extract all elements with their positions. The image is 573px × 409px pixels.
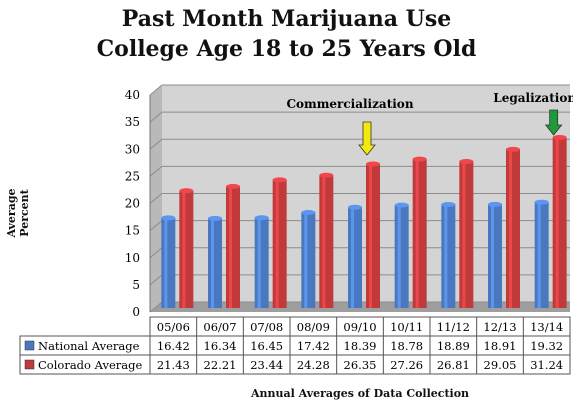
data-value-label: 26.35 bbox=[344, 358, 377, 372]
chart-title: Past Month Marijuana Use bbox=[121, 6, 452, 32]
national-bar bbox=[254, 215, 269, 308]
chart-subtitle: College Age 18 to 25 Years Old bbox=[96, 36, 477, 62]
colorado-bar bbox=[226, 184, 240, 308]
data-value-label: 18.91 bbox=[484, 339, 517, 353]
category-label: 09/10 bbox=[343, 320, 376, 334]
category-label: 10/11 bbox=[390, 320, 423, 334]
national-bar bbox=[208, 215, 222, 308]
data-value-label: 18.78 bbox=[390, 339, 423, 353]
gridline bbox=[149, 84, 570, 96]
legend-swatch bbox=[24, 359, 35, 370]
gridline bbox=[149, 111, 570, 123]
colorado-bar bbox=[179, 188, 194, 308]
category-label: 05/06 bbox=[157, 320, 190, 334]
category-label: 13/14 bbox=[530, 320, 563, 334]
category-label: 06/07 bbox=[203, 320, 236, 334]
data-value-label: 21.43 bbox=[157, 358, 190, 372]
colorado-bar bbox=[459, 159, 474, 308]
y-tick-label: 35 bbox=[125, 115, 140, 129]
y-tick-label: 5 bbox=[132, 278, 140, 292]
legend-entry: National Average bbox=[38, 339, 140, 353]
data-value-label: 18.39 bbox=[344, 339, 377, 353]
data-value-label: 19.32 bbox=[530, 339, 563, 353]
commercialization-label: Commercialization bbox=[286, 97, 413, 111]
legalization-label: Legalization bbox=[493, 91, 573, 105]
category-label: 12/13 bbox=[483, 320, 516, 334]
commercialization-arrow bbox=[358, 121, 376, 156]
colorado-bar bbox=[319, 172, 334, 308]
data-value-label: 31.24 bbox=[530, 358, 563, 372]
y-tick-label: 40 bbox=[125, 88, 140, 102]
national-bar bbox=[161, 215, 176, 308]
x-axis-label: Annual Averages of Data Collection bbox=[250, 387, 470, 400]
national-bar bbox=[441, 202, 456, 308]
data-value-label: 18.89 bbox=[437, 339, 470, 353]
data-value-label: 17.42 bbox=[297, 339, 330, 353]
legend-swatch bbox=[24, 340, 35, 351]
category-label: 11/12 bbox=[437, 320, 470, 334]
national-bar bbox=[534, 199, 549, 308]
data-value-label: 29.05 bbox=[484, 358, 517, 372]
data-value-label: 23.44 bbox=[250, 358, 283, 372]
data-value-label: 16.42 bbox=[157, 339, 190, 353]
colorado-bar bbox=[272, 177, 287, 308]
y-tick-label: 25 bbox=[125, 169, 140, 183]
gridline bbox=[149, 165, 570, 177]
data-value-label: 24.28 bbox=[297, 358, 330, 372]
data-value-label: 27.26 bbox=[390, 358, 423, 372]
national-bar bbox=[301, 209, 316, 308]
gridline bbox=[149, 138, 570, 150]
gridline bbox=[149, 193, 570, 204]
data-value-label: 16.45 bbox=[250, 339, 283, 353]
y-tick-label: 0 bbox=[132, 305, 140, 319]
colorado-bar bbox=[506, 146, 520, 308]
y-tick-label: 20 bbox=[125, 197, 140, 211]
colorado-bar bbox=[552, 135, 567, 308]
category-label: 08/09 bbox=[297, 320, 330, 334]
data-value-label: 16.34 bbox=[204, 339, 237, 353]
national-bar bbox=[394, 202, 409, 308]
data-value-label: 22.21 bbox=[204, 358, 237, 372]
y-tick-label: 30 bbox=[125, 142, 140, 156]
colorado-bar bbox=[412, 156, 427, 308]
y-tick-label: 10 bbox=[125, 251, 140, 265]
national-bar bbox=[348, 204, 362, 308]
y-tick-label: 15 bbox=[125, 224, 140, 238]
data-value-label: 26.81 bbox=[437, 358, 470, 372]
legend-entry: Colorado Average bbox=[38, 358, 142, 372]
national-bar bbox=[488, 201, 502, 308]
colorado-bar bbox=[366, 161, 380, 308]
legalization-arrow bbox=[544, 109, 563, 136]
category-label: 07/08 bbox=[250, 320, 283, 334]
